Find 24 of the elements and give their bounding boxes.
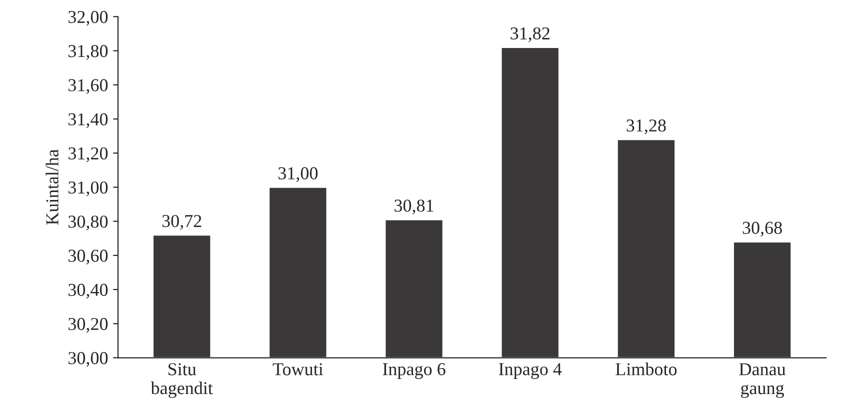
x-tick-label: Towuti — [272, 363, 324, 376]
x-tick-label: Danau gaung — [739, 363, 786, 398]
data-label: 31,82 — [510, 27, 550, 42]
y-tick-label: 31,80 — [68, 45, 108, 60]
y-tick-label: 30,80 — [68, 216, 108, 230]
x-tick-label: Situ bagendit — [150, 363, 213, 398]
x-tick-label: Inpago 4 — [498, 363, 562, 379]
y-tick-label: 32,00 — [68, 10, 108, 26]
y-tick-label: 30,00 — [68, 352, 108, 367]
data-label: 30,72 — [162, 214, 202, 230]
y-tick-label: 31,20 — [68, 147, 108, 162]
y-axis-title: Kuintal/ha — [46, 149, 58, 225]
data-label: 31,00 — [278, 167, 318, 182]
x-tick-label: Inpago 6 — [382, 363, 446, 379]
data-label: 30,81 — [394, 200, 434, 214]
y-tick-label: 31,60 — [68, 79, 108, 94]
data-label: 31,28 — [626, 119, 666, 134]
x-tick-label: Limboto — [616, 362, 677, 376]
data-label: 30,68 — [742, 222, 782, 237]
y-tick-label: 31,00 — [68, 181, 108, 196]
y-tick-label: 30,60 — [68, 250, 108, 264]
y-tick-label: 30,20 — [68, 318, 108, 333]
y-tick-label: 31,40 — [68, 113, 108, 128]
y-tick-label: 30,40 — [68, 284, 108, 299]
